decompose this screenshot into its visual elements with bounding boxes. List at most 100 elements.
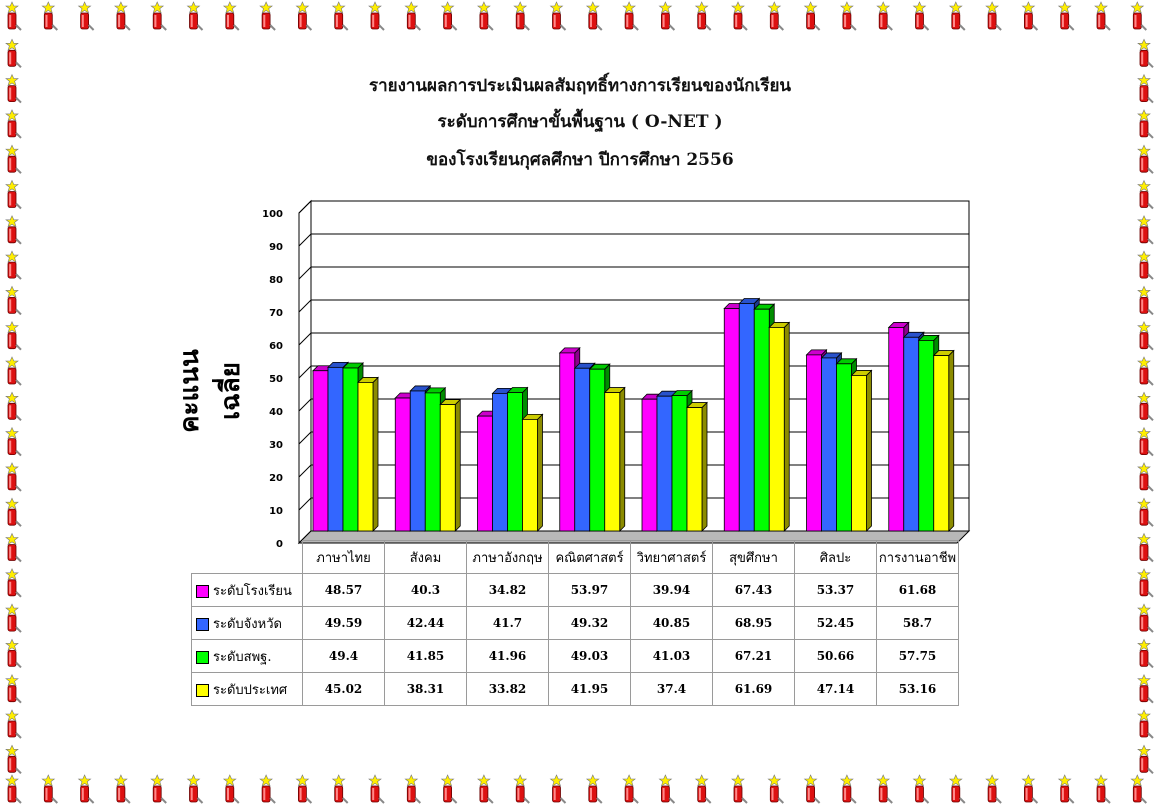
- firecracker-icon: [985, 774, 1002, 804]
- y-tick-label: 90: [269, 242, 283, 253]
- y-tick-label: 80: [269, 275, 283, 286]
- firecracker-icon: [1137, 709, 1154, 739]
- firecracker-icon: [549, 1, 567, 31]
- chart-title-line-2: ระดับการศึกษาขั้นพื้นฐาน ( O-NET ): [437, 112, 723, 132]
- firecracker-icon: [5, 774, 22, 804]
- gridline-side: [298, 431, 312, 445]
- firecracker-icon: [5, 744, 22, 775]
- firecracker-icon: [259, 1, 276, 31]
- data-label: 49.03: [548, 639, 631, 673]
- firecracker-icon: [259, 774, 276, 804]
- firecracker-icon: [1137, 744, 1154, 775]
- firecracker-icon: [186, 774, 204, 804]
- bar: [850, 369, 873, 532]
- legend-entry: ระดับสพฐ.: [191, 639, 303, 673]
- table-category-header: ภาษาไทย: [302, 540, 385, 574]
- data-label: 61.68: [876, 573, 959, 607]
- firecracker-icon: [912, 774, 930, 804]
- firecracker-icon: [368, 1, 385, 31]
- table-row: ระดับประเทศ 45.02 38.31 33.82 41.95 37.4 61.69…: [191, 672, 959, 706]
- firecracker-icon: [368, 774, 385, 804]
- y-tick-label: 40: [269, 407, 283, 418]
- firecracker-icon: [1137, 320, 1154, 351]
- firecracker-icon: [1137, 109, 1154, 139]
- bar: [521, 413, 544, 532]
- firecracker-icon: [5, 320, 22, 351]
- data-label: 41.95: [548, 672, 631, 706]
- legend-swatch: [196, 650, 209, 664]
- table-corner: [192, 541, 303, 574]
- firecracker-icon: [404, 1, 422, 31]
- firecracker-icon: [5, 1, 22, 31]
- firecracker-icon: [222, 1, 240, 31]
- legend-swatch: [196, 617, 209, 631]
- firecracker-icon: [5, 250, 22, 280]
- firecracker-icon: [1021, 1, 1039, 31]
- firecracker-icon: [1137, 462, 1154, 492]
- firecracker-icon: [5, 568, 22, 598]
- gridline-side: [298, 464, 312, 478]
- data-label: 41.96: [466, 639, 549, 673]
- firecracker-icon: [876, 774, 893, 804]
- chart-title-line-3: ของโรงเรียนกุศลศึกษา ปีการศึกษา 2556: [426, 150, 734, 170]
- firecracker-icon: [5, 462, 22, 492]
- firecracker-icon: [440, 774, 458, 804]
- firecracker-icon: [222, 774, 240, 804]
- data-label: 40.85: [630, 606, 713, 640]
- firecracker-icon: [5, 673, 22, 704]
- firecracker-icon: [731, 1, 748, 31]
- data-label: 58.7: [876, 606, 959, 640]
- table-category-header: ภาษาอังกฤษ: [466, 540, 549, 574]
- firecracker-icon: [985, 1, 1002, 31]
- data-label: 53.97: [548, 573, 631, 607]
- y-tick-label: 70: [269, 308, 283, 319]
- firecracker-icon: [1137, 215, 1154, 245]
- legend-swatch: [196, 683, 209, 697]
- firecracker-icon: [477, 1, 494, 31]
- data-label: 41.7: [466, 606, 549, 640]
- firecracker-icon: [114, 1, 131, 31]
- firecracker-icon: [150, 1, 167, 31]
- firecracker-icon: [585, 774, 603, 804]
- gridline-side: [298, 497, 312, 511]
- firecracker-icon: [5, 109, 22, 139]
- y-tick-label: 10: [269, 506, 283, 517]
- table-category-header: การงานอาชีพ: [876, 540, 959, 574]
- table-row: ระดับจังหวัด 49.59 42.44 41.7 49.32 40.85 68.9…: [191, 606, 959, 640]
- firecracker-icon: [404, 774, 422, 804]
- data-table: ภาษาไทย สังคม ภาษาอังกฤษ คณิตศาสตร์ วิทยาศาส…: [191, 540, 959, 706]
- legend-label: ระดับจังหวัด: [213, 616, 282, 632]
- table-row: ระดับโรงเรียน 48.57 40.3 34.82 53.97 39.94 67.…: [191, 573, 959, 607]
- firecracker-icon: [948, 1, 966, 31]
- y-tick-label: 20: [269, 473, 283, 484]
- data-label: 49.59: [302, 606, 385, 640]
- firecracker-icon: [77, 774, 95, 804]
- y-tick-label: 60: [269, 341, 283, 352]
- firecracker-icon: [622, 1, 639, 31]
- firecracker-icon: [840, 774, 857, 804]
- firecracker-icon: [1137, 391, 1154, 422]
- firecracker-icon: [585, 1, 603, 31]
- firecracker-icon: [5, 38, 22, 69]
- table-category-header: คณิตศาสตร์: [548, 540, 631, 574]
- firecracker-icon: [803, 1, 821, 31]
- firecracker-icon: [5, 73, 22, 104]
- firecracker-icon: [295, 774, 313, 804]
- y-axis-label: คะแนนเฉลี่ย: [175, 349, 246, 433]
- firecracker-icon: [1021, 774, 1039, 804]
- data-label: 49.4: [302, 639, 385, 673]
- firecracker-icon: [731, 774, 748, 804]
- legend-label: ระดับประเทศ: [213, 682, 288, 698]
- firecracker-icon: [1137, 38, 1154, 69]
- data-label: 41.85: [384, 639, 467, 673]
- firecracker-icon: [948, 774, 966, 804]
- legend-label: ระดับโรงเรียน: [213, 583, 292, 599]
- firecracker-icon: [331, 774, 349, 804]
- table-category-header: สุขศึกษา: [712, 540, 795, 574]
- data-label: 67.21: [712, 639, 795, 673]
- data-label: 37.4: [630, 672, 713, 706]
- firecracker-icon: [5, 215, 22, 245]
- firecracker-icon: [331, 1, 349, 31]
- data-label: 57.75: [876, 639, 959, 673]
- firecracker-icon: [1137, 426, 1154, 457]
